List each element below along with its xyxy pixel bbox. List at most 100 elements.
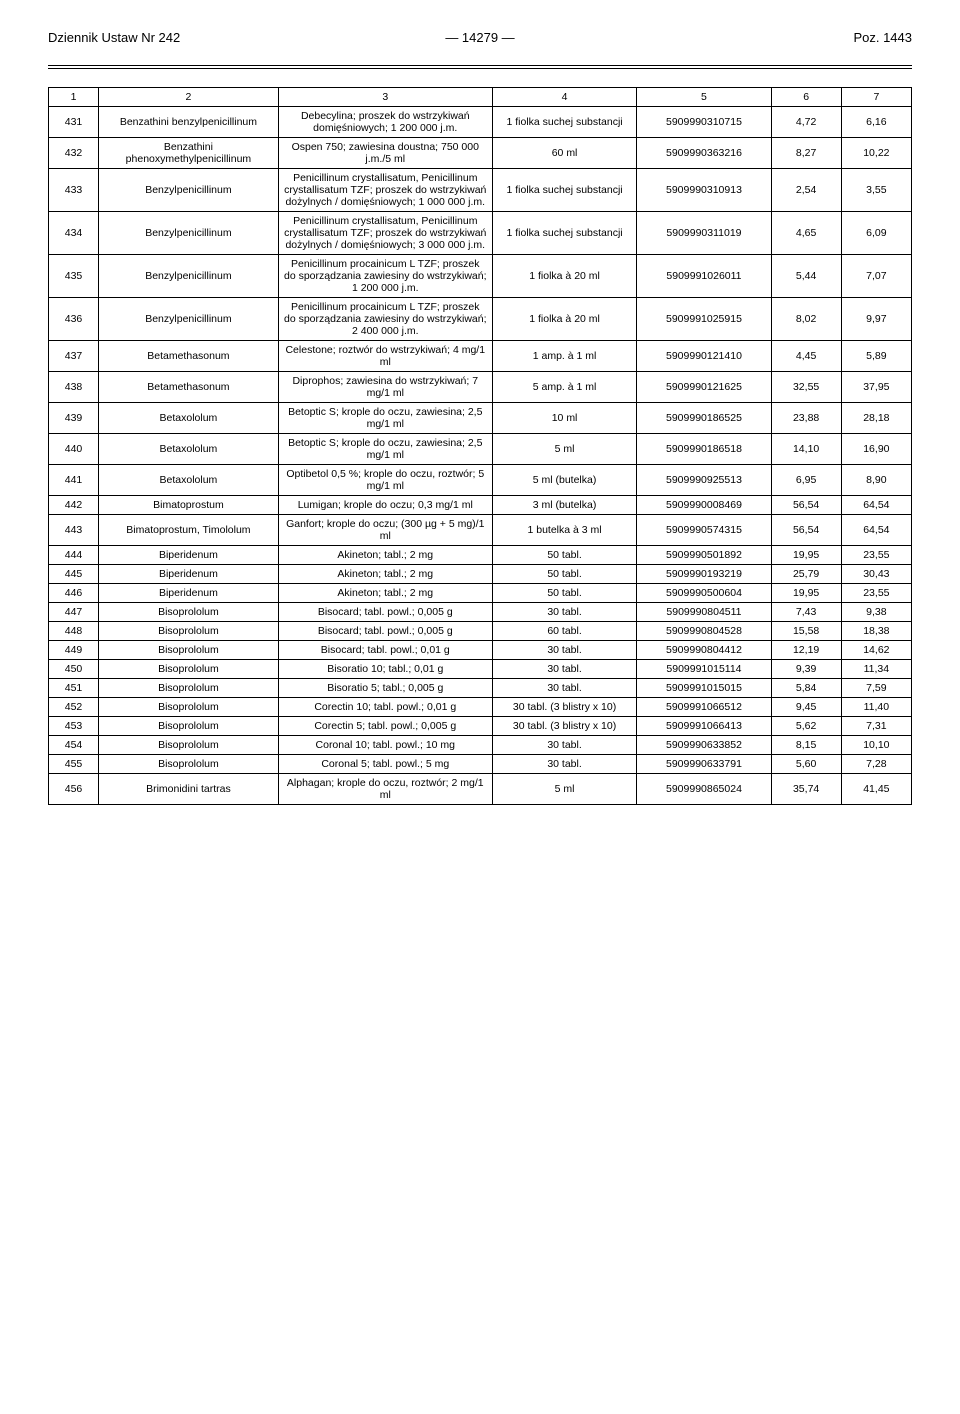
table-cell: Benzathini phenoxymethylpenicillinum — [99, 138, 279, 169]
table-cell: 435 — [49, 255, 99, 298]
table-cell: 431 — [49, 107, 99, 138]
table-cell: Penicillinum crystallisatum, Penicillinu… — [278, 169, 492, 212]
table-cell: 5,44 — [771, 255, 841, 298]
table-cell: 9,45 — [771, 698, 841, 717]
table-cell: 8,90 — [841, 465, 911, 496]
header-center: — 14279 — — [445, 30, 514, 45]
table-cell: 5,89 — [841, 341, 911, 372]
table-cell: 5909991015114 — [637, 660, 771, 679]
table-cell: Bisoprololum — [99, 679, 279, 698]
table-cell: 35,74 — [771, 774, 841, 805]
page: Dziennik Ustaw Nr 242 — 14279 — Poz. 144… — [0, 0, 960, 835]
table-cell: 5909990574315 — [637, 515, 771, 546]
table-row: 433BenzylpenicillinumPenicillinum crysta… — [49, 169, 912, 212]
table-cell: Bimatoprostum — [99, 496, 279, 515]
table-cell: 11,34 — [841, 660, 911, 679]
table-cell: 8,15 — [771, 736, 841, 755]
col-header-7: 7 — [841, 88, 911, 107]
table-cell: 441 — [49, 465, 99, 496]
table-cell: Betamethasonum — [99, 341, 279, 372]
table-row: 434BenzylpenicillinumPenicillinum crysta… — [49, 212, 912, 255]
table-cell: 1 butelka à 3 ml — [492, 515, 637, 546]
table-cell: 4,72 — [771, 107, 841, 138]
table-cell: 5909990865024 — [637, 774, 771, 805]
table-cell: 16,90 — [841, 434, 911, 465]
table-cell: 5 amp. à 1 ml — [492, 372, 637, 403]
table-cell: Bisoprololum — [99, 660, 279, 679]
table-cell: Betoptic S; krople do oczu, zawiesina; 2… — [278, 434, 492, 465]
table-cell: 434 — [49, 212, 99, 255]
table-cell: 6,95 — [771, 465, 841, 496]
table-cell: 9,39 — [771, 660, 841, 679]
table-cell: 5909991025915 — [637, 298, 771, 341]
table-cell: 5909990311019 — [637, 212, 771, 255]
table-cell: 56,54 — [771, 496, 841, 515]
table-cell: 25,79 — [771, 565, 841, 584]
table-cell: 37,95 — [841, 372, 911, 403]
table-cell: 5909990804511 — [637, 603, 771, 622]
table-cell: 1 fiolka à 20 ml — [492, 298, 637, 341]
table-row: 447BisoprololumBisocard; tabl. powl.; 0,… — [49, 603, 912, 622]
table-cell: 454 — [49, 736, 99, 755]
table-cell: 438 — [49, 372, 99, 403]
header-rule-top — [48, 65, 912, 66]
table-cell: 449 — [49, 641, 99, 660]
table-cell: Penicillinum procainicum L TZF; proszek … — [278, 255, 492, 298]
table-cell: Ospen 750; zawiesina doustna; 750 000 j.… — [278, 138, 492, 169]
table-cell: 5909990008469 — [637, 496, 771, 515]
table-cell: 1 amp. à 1 ml — [492, 341, 637, 372]
table-cell: 5909990193219 — [637, 565, 771, 584]
table-cell: Bisoprololum — [99, 603, 279, 622]
table-cell: 436 — [49, 298, 99, 341]
header-right: Poz. 1443 — [853, 30, 912, 45]
table-cell: Corectin 5; tabl. powl.; 0,005 g — [278, 717, 492, 736]
table-cell: 5909990633791 — [637, 755, 771, 774]
table-cell: Benzylpenicillinum — [99, 255, 279, 298]
header-rule-bottom — [48, 68, 912, 69]
page-header: Dziennik Ustaw Nr 242 — 14279 — Poz. 144… — [48, 30, 912, 45]
table-cell: 432 — [49, 138, 99, 169]
table-row: 431Benzathini benzylpenicillinumDebecyli… — [49, 107, 912, 138]
table-row: 441BetaxololumOptibetol 0,5 %; krople do… — [49, 465, 912, 496]
table-row: 443Bimatoprostum, TimololumGanfort; krop… — [49, 515, 912, 546]
table-row: 442BimatoprostumLumigan; krople do oczu;… — [49, 496, 912, 515]
table-cell: 5909990121625 — [637, 372, 771, 403]
table-cell: 15,58 — [771, 622, 841, 641]
table-cell: 10,10 — [841, 736, 911, 755]
table-cell: Akineton; tabl.; 2 mg — [278, 565, 492, 584]
table-cell: 447 — [49, 603, 99, 622]
table-row: 450BisoprololumBisoratio 10; tabl.; 0,01… — [49, 660, 912, 679]
table-cell: Betaxololum — [99, 434, 279, 465]
table-cell: Benzylpenicillinum — [99, 298, 279, 341]
table-cell: 5 ml (butelka) — [492, 465, 637, 496]
col-header-3: 3 — [278, 88, 492, 107]
table-cell: 4,45 — [771, 341, 841, 372]
table-cell: 5909991015015 — [637, 679, 771, 698]
table-row: 438BetamethasonumDiprophos; zawiesina do… — [49, 372, 912, 403]
table-cell: 5 ml — [492, 774, 637, 805]
table-cell: Bisocard; tabl. powl.; 0,005 g — [278, 622, 492, 641]
table-cell: 30 tabl. — [492, 603, 637, 622]
table-cell: 12,19 — [771, 641, 841, 660]
table-cell: 9,38 — [841, 603, 911, 622]
table-cell: 1 fiolka suchej substancji — [492, 212, 637, 255]
table-cell: Corectin 10; tabl. powl.; 0,01 g — [278, 698, 492, 717]
table-cell: 9,97 — [841, 298, 911, 341]
table-cell: 30 tabl. — [492, 736, 637, 755]
table-cell: 439 — [49, 403, 99, 434]
table-cell: 433 — [49, 169, 99, 212]
table-cell: Betaxololum — [99, 403, 279, 434]
table-cell: 30 tabl. — [492, 641, 637, 660]
table-row: 456Brimonidini tartrasAlphagan; krople d… — [49, 774, 912, 805]
table-cell: 446 — [49, 584, 99, 603]
table-cell: 23,55 — [841, 546, 911, 565]
table-cell: 1 fiolka suchej substancji — [492, 107, 637, 138]
table-row: 449BisoprololumBisocard; tabl. powl.; 0,… — [49, 641, 912, 660]
table-cell: 23,88 — [771, 403, 841, 434]
table-cell: Bisoprololum — [99, 641, 279, 660]
table-cell: 50 tabl. — [492, 584, 637, 603]
table-cell: Brimonidini tartras — [99, 774, 279, 805]
table-cell: Bisoprololum — [99, 698, 279, 717]
table-cell: Akineton; tabl.; 2 mg — [278, 584, 492, 603]
table-cell: 5909990186525 — [637, 403, 771, 434]
